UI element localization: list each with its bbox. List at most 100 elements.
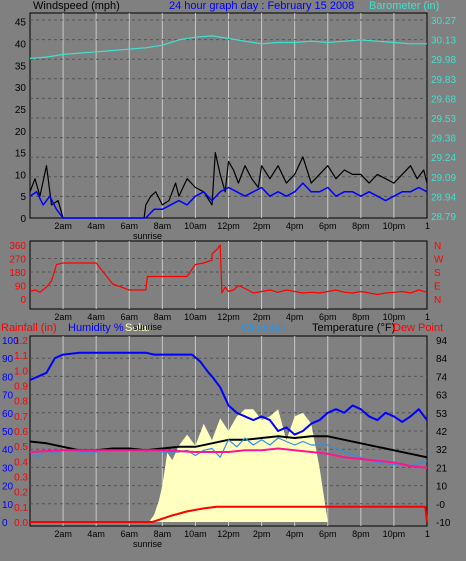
y-rain-tick: 1.0	[14, 366, 28, 377]
x-tick-label: 4pm	[286, 221, 304, 231]
x-tick-label: 2pm	[253, 529, 271, 539]
y-humidity-tick: 80	[2, 372, 14, 383]
solar-label: Solar	[125, 322, 151, 334]
y-right-tick: 29.98	[431, 55, 456, 66]
solar-area	[30, 409, 427, 522]
y-left-tick: 360	[9, 241, 26, 252]
y-temp-tick: 21	[436, 463, 448, 474]
y-left-tick: 30	[15, 83, 27, 94]
sunrise-label: sunrise	[133, 322, 162, 332]
x-tick-label: 10am	[184, 529, 207, 539]
y-left-tick: 40	[15, 40, 27, 51]
y-left-tick: 5	[20, 192, 26, 203]
y-humidity-tick: 100	[2, 336, 19, 347]
y-temp-tick: 63	[436, 391, 448, 402]
x-tick-label: 8pm	[352, 221, 370, 231]
x-tick-label: 2pm	[253, 312, 271, 322]
humidity-label: Humidity %	[68, 322, 124, 334]
y-temp-tick: -10	[436, 518, 451, 529]
y-humidity-tick: 30	[2, 463, 14, 474]
y-humidity-tick: 50	[2, 427, 14, 438]
y-rain-tick: 0.9	[14, 382, 28, 393]
x-tick-label: 10am	[184, 312, 207, 322]
y-rain-tick: 0.2	[14, 488, 28, 499]
graph-title: 24 hour graph day : February 15 2008	[169, 0, 354, 12]
y-rain-tick: 0.8	[14, 397, 28, 408]
x-tick-label: 6pm	[319, 221, 337, 231]
x-tick-label: 4am	[87, 221, 105, 231]
x-tick-label: 8am	[154, 529, 172, 539]
temperature-legend: Temperature (°F)	[312, 322, 395, 334]
x-tick-label: 10pm	[383, 529, 406, 539]
y-rain-tick: 0.5	[14, 442, 28, 453]
y-left-tick: 10	[15, 170, 27, 181]
y-rain-tick: 0.0	[14, 518, 28, 529]
rainfall-line	[30, 505, 428, 523]
y-humidity-tick: 20	[2, 482, 14, 493]
x-tick-label: 12pm	[217, 529, 240, 539]
windchill-legend: Windchill	[241, 322, 285, 334]
y-humidity-tick: 10	[2, 500, 14, 511]
x-tick-label: 10pm	[383, 312, 406, 322]
y-left-tick: 20	[15, 127, 27, 138]
rainfall-label: Rainfall (in)	[1, 322, 57, 334]
x-tick-end: 1	[425, 312, 430, 322]
y-temp-tick: 74	[436, 372, 448, 383]
y-right-tick: 30.13	[431, 36, 456, 47]
wind_avg-line	[29, 182, 428, 219]
y-temp-tick: 94	[436, 336, 448, 347]
x-tick-label: 6pm	[319, 529, 337, 539]
x-tick-label: 4pm	[286, 312, 304, 322]
y-right-tick: 30.27	[431, 16, 456, 27]
y-left-tick: 45	[15, 18, 27, 29]
y-right-tick: 28.94	[431, 192, 456, 203]
x-tick-label: 10am	[184, 221, 207, 231]
x-tick-label: 6am	[120, 529, 138, 539]
y-rain-tick: 0.7	[14, 412, 28, 423]
sunrise-label: sunrise	[133, 231, 162, 241]
x-tick-label: 8pm	[352, 529, 370, 539]
y-right-tick: E	[434, 282, 441, 293]
y-right-tick: S	[434, 268, 441, 279]
y-temp-tick: 84	[436, 354, 448, 365]
sunrise-label: sunrise	[133, 539, 162, 549]
y-left-tick: 270	[9, 255, 26, 266]
y-humidity-tick: 40	[2, 445, 14, 456]
y-temp-tick: 53	[436, 409, 448, 420]
x-tick-label: 10pm	[383, 221, 406, 231]
windchill-line	[29, 437, 428, 467]
y-left-tick: 0	[20, 295, 26, 306]
windspeed-axis-label: Windspeed (mph)	[33, 0, 120, 12]
y-right-tick: 29.53	[431, 114, 456, 125]
y-rain-tick: 0.3	[14, 473, 28, 484]
wind_direction-line	[29, 244, 428, 296]
y-right-tick: N	[434, 241, 441, 252]
x-tick-label: 12pm	[217, 221, 240, 231]
y-left-tick: 0	[20, 214, 26, 225]
x-tick-label: 8am	[154, 312, 172, 322]
y-right-tick: N	[434, 295, 441, 306]
x-tick-label: 8am	[154, 221, 172, 231]
y-left-tick: 180	[9, 268, 26, 279]
y-rain-tick: 1.1	[14, 351, 28, 362]
y-right-tick: 29.83	[431, 75, 456, 86]
x-tick-label: 6am	[120, 312, 138, 322]
x-tick-label: 4am	[87, 529, 105, 539]
dew_point-line	[29, 447, 428, 469]
x-tick-label: 4pm	[286, 529, 304, 539]
y-temp-tick: 32	[436, 445, 448, 456]
y-temp-tick: 42	[436, 427, 448, 438]
x-tick-label: 2am	[54, 529, 72, 539]
x-tick-end: 1	[425, 529, 430, 539]
y-humidity-tick: 0	[2, 518, 8, 529]
y-rain-tick: 0.1	[14, 503, 28, 514]
chart-dynamic-layer: 2am 4am 6am 8am 10am 12pm 2pm 4pm 6pm 8pm 10pm 12am…	[2, 13, 456, 549]
x-tick-label: 6am	[120, 221, 138, 231]
x-tick-label: 8pm	[352, 312, 370, 322]
x-tick-end: 1	[425, 221, 430, 231]
y-rain-tick: 0.4	[14, 457, 28, 468]
dew-point-legend: Dew Point	[393, 322, 443, 334]
x-tick-label: 12pm	[217, 312, 240, 322]
